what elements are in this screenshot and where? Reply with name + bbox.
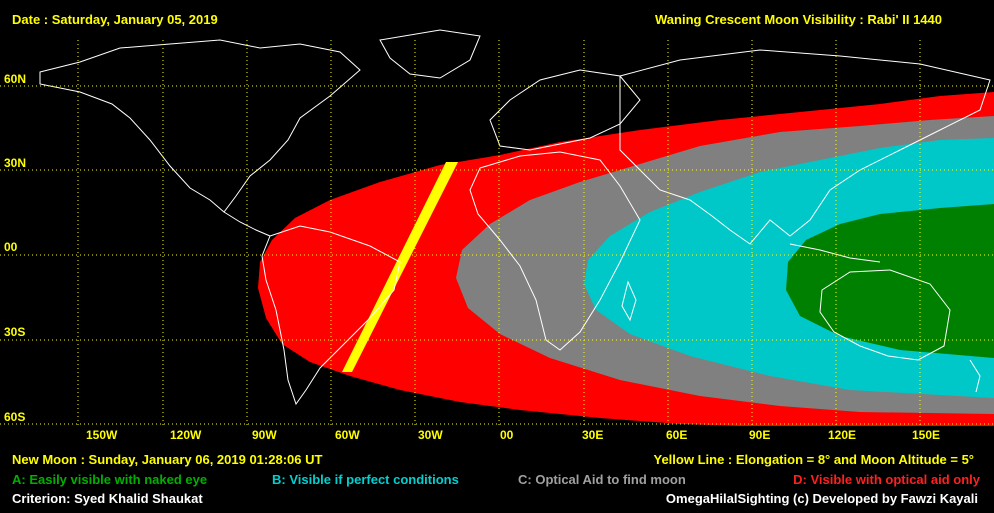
lon-label-90w: 90W [252,428,277,442]
lon-label-60w: 60W [335,428,360,442]
date-label: Date : Saturday, January 05, 2019 [12,12,218,27]
yellow-line-label: Yellow Line : Elongation = 8° and Moon A… [653,452,975,467]
lon-label-120e: 120E [828,428,857,442]
lon-label-60e: 60E [666,428,688,442]
legend-a: A: Easily visible with naked eye [12,472,208,487]
lon-label-90e: 90E [749,428,771,442]
credit-label: OmegaHilalSighting (c) Developed by Fawz… [665,491,978,506]
lat-label-60s: 60S [4,410,26,424]
lon-label-30e: 30E [582,428,604,442]
lat-label-00: 00 [4,240,18,254]
lon-label-150e: 150E [912,428,941,442]
lat-label-30n: 30N [4,156,27,170]
zone-a-region [786,204,994,358]
map-title: Waning Crescent Moon Visibility : Rabi' … [655,12,942,27]
lat-label-60n: 60N [4,72,27,86]
graticule [0,40,994,426]
lat-label-30s: 30S [4,325,26,339]
elongation-altitude-line [342,162,458,372]
lon-label-150w: 150W [86,428,118,442]
criterion-label: Criterion: Syed Khalid Shaukat [12,491,203,506]
legend-c: C: Optical Aid to find moon [518,472,686,487]
lon-label-00: 00 [500,428,514,442]
coastlines [39,29,991,406]
lon-label-30w: 30W [418,428,443,442]
lon-label-120w: 120W [170,428,202,442]
legend-b: B: Visible if perfect conditions [272,472,459,487]
legend-d: D: Visible with optical aid only [793,472,980,487]
new-moon-label: New Moon : Sunday, January 06, 2019 01:2… [12,452,323,467]
